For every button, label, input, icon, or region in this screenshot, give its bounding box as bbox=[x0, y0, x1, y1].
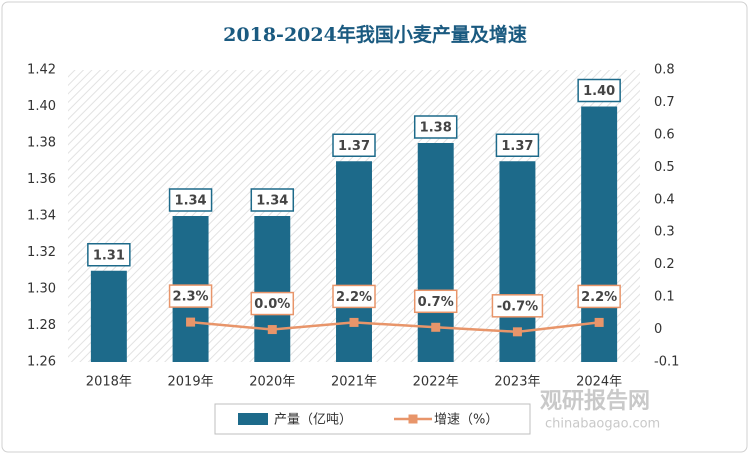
y2-tick-label: 0.8 bbox=[654, 63, 675, 78]
legend-swatch-marker bbox=[408, 414, 418, 424]
bar bbox=[336, 161, 372, 362]
x-tick-label: 2024年 bbox=[576, 375, 622, 390]
y-tick-label: 1.42 bbox=[27, 63, 56, 78]
value-label: 2.2% bbox=[336, 290, 372, 305]
y-tick-label: 1.34 bbox=[27, 209, 56, 224]
value-label: 2.2% bbox=[581, 290, 617, 305]
legend-label: 增速（%） bbox=[434, 413, 498, 428]
value-label: 1.37 bbox=[501, 139, 533, 154]
x-tick-label: 2019年 bbox=[168, 375, 214, 390]
value-label: 1.34 bbox=[256, 194, 288, 209]
y2-tick-label: 0.2 bbox=[654, 257, 675, 272]
y-tick-label: 1.30 bbox=[27, 282, 56, 297]
x-tick-label: 2020年 bbox=[249, 375, 295, 390]
line-marker bbox=[349, 317, 359, 327]
value-label-box bbox=[332, 133, 376, 157]
watermark-url: chinabaogao.com bbox=[545, 417, 660, 432]
value-label: 1.31 bbox=[93, 248, 125, 263]
y2-tick-label: 0.4 bbox=[654, 192, 675, 207]
value-label-box bbox=[413, 115, 458, 139]
value-label-box bbox=[491, 294, 544, 318]
value-label-box bbox=[413, 289, 458, 314]
value-label: 0.7% bbox=[418, 295, 454, 310]
value-label-box bbox=[168, 284, 213, 308]
line bbox=[190, 320, 600, 334]
value-label: 1.37 bbox=[338, 139, 370, 154]
y2-tick-label: 0.1 bbox=[654, 290, 675, 305]
value-label-box bbox=[495, 133, 540, 157]
y2-tick-label: 0.7 bbox=[654, 95, 675, 110]
value-label-box bbox=[577, 78, 621, 103]
y2-tick-label: 0.3 bbox=[654, 225, 675, 240]
value-label: 1.40 bbox=[583, 84, 615, 99]
y2-tick-label: 0.5 bbox=[654, 160, 675, 175]
value-label-box bbox=[250, 188, 295, 212]
line-marker bbox=[431, 322, 441, 332]
x-tick-label: 2021年 bbox=[331, 375, 377, 390]
value-label-box bbox=[250, 291, 295, 316]
value-label: 1.34 bbox=[175, 194, 207, 209]
y2-tick-label: 0 bbox=[654, 322, 662, 337]
x-tick-label: 2023年 bbox=[494, 375, 540, 390]
value-label: 2.3% bbox=[173, 290, 209, 305]
y2-tick-label: -0.1 bbox=[654, 355, 679, 370]
value-label: -0.7% bbox=[497, 299, 538, 314]
line-marker bbox=[512, 327, 522, 337]
value-label: 0.0% bbox=[254, 297, 290, 312]
watermark-name: 观研报告网 bbox=[540, 389, 650, 414]
line-marker bbox=[267, 325, 277, 335]
bar bbox=[254, 216, 291, 362]
y-tick-label: 1.38 bbox=[27, 136, 56, 151]
y-tick-label: 1.26 bbox=[27, 355, 56, 370]
y-tick-label: 1.40 bbox=[27, 99, 56, 114]
value-label-box bbox=[168, 188, 213, 212]
bar bbox=[90, 270, 127, 362]
line-marker bbox=[186, 317, 196, 327]
y-tick-label: 1.28 bbox=[27, 318, 56, 333]
x-tick-label: 2022年 bbox=[413, 375, 459, 390]
line-marker bbox=[594, 317, 604, 327]
value-label-box bbox=[332, 284, 376, 309]
x-tick-label: 2018年 bbox=[86, 375, 132, 390]
y-tick-label: 1.36 bbox=[27, 172, 56, 187]
legend-label: 产量（亿吨） bbox=[274, 413, 352, 428]
y-tick-label: 1.32 bbox=[27, 245, 56, 260]
y2-tick-label: 0.6 bbox=[654, 127, 675, 142]
legend-swatch bbox=[238, 413, 268, 425]
chart-title: 2018-2024年我国小麦产量及增速 bbox=[223, 23, 527, 46]
value-label: 1.38 bbox=[420, 121, 452, 136]
value-label-box bbox=[87, 243, 131, 267]
value-label-box bbox=[577, 284, 621, 309]
